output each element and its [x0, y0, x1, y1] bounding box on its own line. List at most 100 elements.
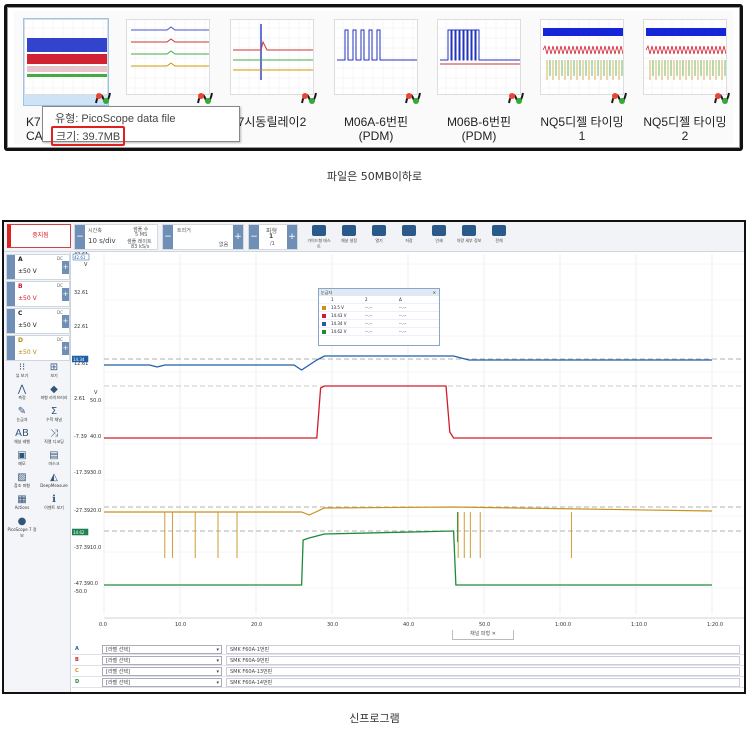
toolbar-button-label: 채널 설정 — [341, 238, 357, 243]
file-label[interactable]: NQ5디젤 타이밍 2 — [635, 115, 735, 143]
waveform-next-button[interactable]: + — [287, 225, 297, 249]
label-select-dropdown[interactable]: [라벨 선택] ▾ — [102, 667, 222, 676]
channel-coupling[interactable]: DC — [57, 337, 63, 342]
reference-waveform-tool[interactable]: ▨ 참조 파형 — [6, 472, 38, 489]
file-label[interactable]: K7 CA — [26, 115, 126, 143]
channel-minus-button[interactable] — [7, 336, 15, 360]
file-thumbnail[interactable] — [230, 19, 317, 105]
view-grid-icon: ⊞ — [49, 362, 59, 373]
file-preview — [643, 19, 727, 95]
channel-name: B — [18, 283, 23, 290]
picoscope-logo-icon — [300, 89, 318, 107]
ruler-tool[interactable]: ✎ 눈금자 — [6, 406, 38, 423]
close-icon[interactable]: ✕ — [432, 290, 436, 295]
channel-minus-button[interactable] — [7, 282, 15, 306]
waveform-prev-button[interactable]: − — [249, 225, 259, 249]
tool-label: Actions — [14, 505, 30, 510]
waveform-control[interactable]: − 파형 1 /1 + — [248, 224, 298, 250]
channel-name-input[interactable]: SMK F60A-9번핀 — [226, 656, 740, 665]
ruler-measurement-panel[interactable]: 눈금자 ✕ 1 2 Δ 13.5 V --.-- --.-- 14.43 V --.--… — [318, 288, 440, 346]
vehicle-details-button[interactable]: 차량 세부 정보 — [456, 225, 482, 244]
channel-d-control[interactable]: D ±50 V DC + — [6, 335, 70, 361]
chevron-down-icon: ▾ — [216, 669, 219, 675]
save-button[interactable]: 저장 — [396, 225, 422, 244]
channel-plus-button[interactable]: + — [62, 288, 69, 301]
trigger-plus-button[interactable]: + — [233, 225, 243, 249]
label-select-dropdown[interactable]: [라벨 선택] ▾ — [102, 678, 222, 687]
timebase-control[interactable]: − 시간축 10 s/div 샘플 수 5 MS 샘플 레이트 83 kS/s — [74, 224, 158, 250]
channel-range[interactable]: ±50 V — [18, 295, 37, 302]
guided-test-icon — [312, 225, 326, 236]
channel-name-input[interactable]: SMK F60A-13번핀 — [226, 667, 740, 676]
file-thumbnail[interactable] — [643, 19, 730, 105]
channel-coupling[interactable]: DC — [57, 310, 63, 315]
open-folder-button[interactable]: 열기 — [366, 225, 392, 244]
channel-plus-button[interactable]: + — [62, 315, 69, 328]
file-thumbnail[interactable] — [437, 19, 524, 105]
toolbar-button-label: 인쇄 — [435, 238, 443, 243]
channel-letter: C — [75, 668, 79, 674]
serial-decode-icon: ⤨ — [50, 428, 58, 439]
deepmeasure-tool[interactable]: ◭ DeepMeasure — [38, 472, 70, 488]
file-label[interactable]: NQ5디젤 타이밍 1 — [532, 115, 632, 143]
trigger-minus-button[interactable]: − — [163, 225, 173, 249]
file-label[interactable]: 7시동릴레이2 — [222, 115, 322, 129]
file-label[interactable]: M06B-6번핀 (PDM) — [429, 115, 529, 143]
guided-test-button[interactable]: 가이드형 테스트 — [306, 225, 332, 250]
toolbar-button-label: 저장 — [405, 238, 413, 243]
channel-b-control[interactable]: B ±50 V DC + — [6, 281, 70, 307]
print-button[interactable]: 인쇄 — [426, 225, 452, 244]
label-select-dropdown[interactable]: [라벨 선택] ▾ — [102, 645, 222, 654]
x-axis-label: 1:10.0 — [631, 622, 647, 628]
channel-minus-button[interactable] — [7, 255, 15, 279]
label-select-dropdown[interactable]: [라벨 선택] ▾ — [102, 656, 222, 665]
views-tool[interactable]: ⁝⁝ 뷰 보기 — [6, 362, 38, 379]
waveform-graph[interactable]: 42.61V32.6122.6112.612.6150.0V-7.3940.0-… — [71, 252, 744, 632]
timebase-minus-button[interactable]: − — [75, 225, 85, 249]
fullscreen-button[interactable]: 전체 — [486, 225, 512, 244]
tool-label: 메모 — [18, 461, 26, 466]
file-thumbnail[interactable] — [540, 19, 627, 105]
math-channel-tool[interactable]: Σ 수학 채널 — [38, 406, 70, 423]
channel-plus-button[interactable]: + — [62, 261, 69, 274]
mask-tool[interactable]: ▤ 마스크 — [38, 450, 70, 467]
file-thumbnail[interactable] — [334, 19, 421, 105]
channel-plus-button[interactable]: + — [62, 342, 69, 355]
picoscope-logo-icon — [610, 89, 628, 107]
channel-level-tool[interactable]: AB 채널 레벨 — [6, 428, 38, 445]
file-thumbnail[interactable] — [126, 19, 213, 105]
channel-a-control[interactable]: A ±50 V DC + — [6, 254, 70, 280]
ruler-value: --.-- — [399, 313, 407, 318]
event-view-tool[interactable]: ℹ 이벤트 보기 — [38, 494, 70, 511]
channel-minus-button[interactable] — [7, 309, 15, 333]
file-label-line2: CA — [26, 129, 43, 143]
notes-tool[interactable]: ▣ 메모 — [6, 450, 38, 467]
ruler-panel-title: 눈금자 — [321, 290, 333, 295]
actions-icon: ▦ — [17, 494, 27, 505]
serial-decode-tool[interactable]: ⤨ 직렬 디코딩 — [38, 428, 70, 445]
info-tool[interactable]: ● PicoScope 7 정보 — [6, 516, 38, 539]
trigger-control[interactable]: − 트리거 없음 + — [162, 224, 244, 250]
waveform-library-tool[interactable]: ◆ 파형 라이브러리 — [38, 384, 70, 401]
channel-c-control[interactable]: C ±50 V DC + — [6, 308, 70, 334]
file-label[interactable]: M06A-6번핀 (PDM) — [326, 115, 426, 143]
tab-label: 채널 파형 — [470, 631, 491, 637]
channel-range[interactable]: ±50 V — [18, 322, 37, 329]
channel-coupling[interactable]: DC — [57, 256, 63, 261]
ruler-value: 14.34 V — [331, 321, 347, 326]
tab-channel-waveform[interactable]: 채널 파형 ✕ — [452, 630, 514, 640]
channel-range[interactable]: ±50 V — [18, 268, 37, 275]
scope-plot-area[interactable]: 42.61V32.6122.6112.612.6150.0V-7.3940.0-… — [71, 252, 744, 650]
file-thumbnail[interactable] — [23, 18, 111, 106]
channel-name-input[interactable]: SMK F60A-14번핀 — [226, 678, 740, 687]
actions-tool[interactable]: ▦ Actions — [6, 494, 38, 510]
measure-tool[interactable]: ⋀ 측정 — [6, 384, 38, 401]
channel-range[interactable]: ±50 V — [18, 349, 37, 356]
view-grid-tool[interactable]: ⊞ 보기 — [38, 362, 70, 379]
channel-level-icon: AB — [15, 428, 29, 439]
channel-coupling[interactable]: DC — [57, 283, 63, 288]
picoscope-logo-icon — [404, 89, 422, 107]
stop-button[interactable]: 중지됨 — [7, 224, 71, 248]
channel-settings-button[interactable]: 채널 설정 — [336, 225, 362, 244]
channel-name-input[interactable]: SMK F60A-1번핀 — [226, 645, 740, 654]
